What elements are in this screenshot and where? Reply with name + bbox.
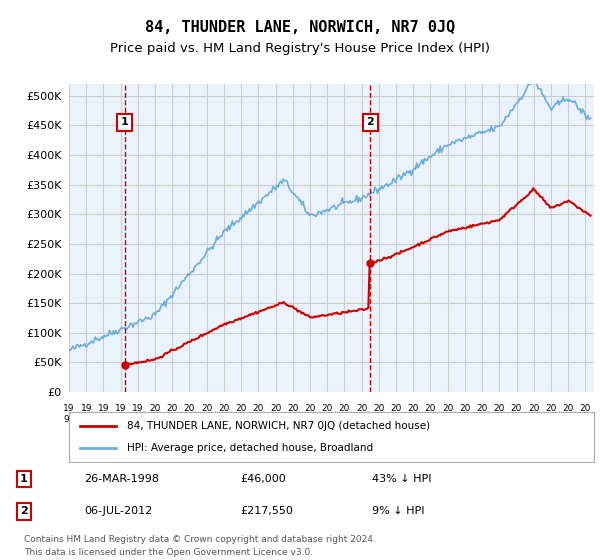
Text: 20
01: 20 01 xyxy=(167,404,178,424)
Text: 20
21: 20 21 xyxy=(511,404,522,424)
Text: 2: 2 xyxy=(20,506,28,516)
Text: 20
20: 20 20 xyxy=(494,404,505,424)
Text: 20
12: 20 12 xyxy=(356,404,367,424)
Text: 20
04: 20 04 xyxy=(218,404,230,424)
Text: 20
03: 20 03 xyxy=(201,404,212,424)
Text: 20
08: 20 08 xyxy=(287,404,299,424)
Text: 20
07: 20 07 xyxy=(270,404,281,424)
Text: 20
02: 20 02 xyxy=(184,404,195,424)
Text: 20
17: 20 17 xyxy=(442,404,454,424)
Text: 20
22: 20 22 xyxy=(528,404,539,424)
Text: 84, THUNDER LANE, NORWICH, NR7 0JQ: 84, THUNDER LANE, NORWICH, NR7 0JQ xyxy=(145,20,455,35)
Text: 20
11: 20 11 xyxy=(338,404,350,424)
Text: 20
06: 20 06 xyxy=(253,404,264,424)
Text: 20
24: 20 24 xyxy=(562,404,574,424)
Text: 20
23: 20 23 xyxy=(545,404,557,424)
Text: This data is licensed under the Open Government Licence v3.0.: This data is licensed under the Open Gov… xyxy=(24,548,313,557)
Text: 20
10: 20 10 xyxy=(322,404,333,424)
Text: 26-MAR-1998: 26-MAR-1998 xyxy=(84,474,159,484)
Text: £46,000: £46,000 xyxy=(240,474,286,484)
Text: 19
96: 19 96 xyxy=(80,404,92,424)
Text: 20
09: 20 09 xyxy=(304,404,316,424)
Text: Price paid vs. HM Land Registry's House Price Index (HPI): Price paid vs. HM Land Registry's House … xyxy=(110,42,490,55)
Text: 1: 1 xyxy=(121,118,128,128)
Text: 9% ↓ HPI: 9% ↓ HPI xyxy=(372,506,425,516)
Text: 1: 1 xyxy=(20,474,28,484)
Text: 20
14: 20 14 xyxy=(391,404,402,424)
Text: 06-JUL-2012: 06-JUL-2012 xyxy=(84,506,152,516)
Text: 19
97: 19 97 xyxy=(98,404,109,424)
Text: HPI: Average price, detached house, Broadland: HPI: Average price, detached house, Broa… xyxy=(127,443,373,453)
Text: 20
00: 20 00 xyxy=(149,404,161,424)
Text: 19
98: 19 98 xyxy=(115,404,127,424)
Text: £217,550: £217,550 xyxy=(240,506,293,516)
Text: 43% ↓ HPI: 43% ↓ HPI xyxy=(372,474,431,484)
Text: 19
95: 19 95 xyxy=(63,404,75,424)
Text: 20
16: 20 16 xyxy=(425,404,436,424)
Text: 2: 2 xyxy=(367,118,374,128)
Text: 20
13: 20 13 xyxy=(373,404,385,424)
Text: 20
25: 20 25 xyxy=(580,404,591,424)
Text: 84, THUNDER LANE, NORWICH, NR7 0JQ (detached house): 84, THUNDER LANE, NORWICH, NR7 0JQ (deta… xyxy=(127,421,430,431)
Text: 20
19: 20 19 xyxy=(476,404,488,424)
Text: 19
99: 19 99 xyxy=(132,404,143,424)
Text: 20
05: 20 05 xyxy=(235,404,247,424)
Text: Contains HM Land Registry data © Crown copyright and database right 2024.: Contains HM Land Registry data © Crown c… xyxy=(24,535,376,544)
Text: 20
18: 20 18 xyxy=(459,404,470,424)
Text: 20
15: 20 15 xyxy=(407,404,419,424)
